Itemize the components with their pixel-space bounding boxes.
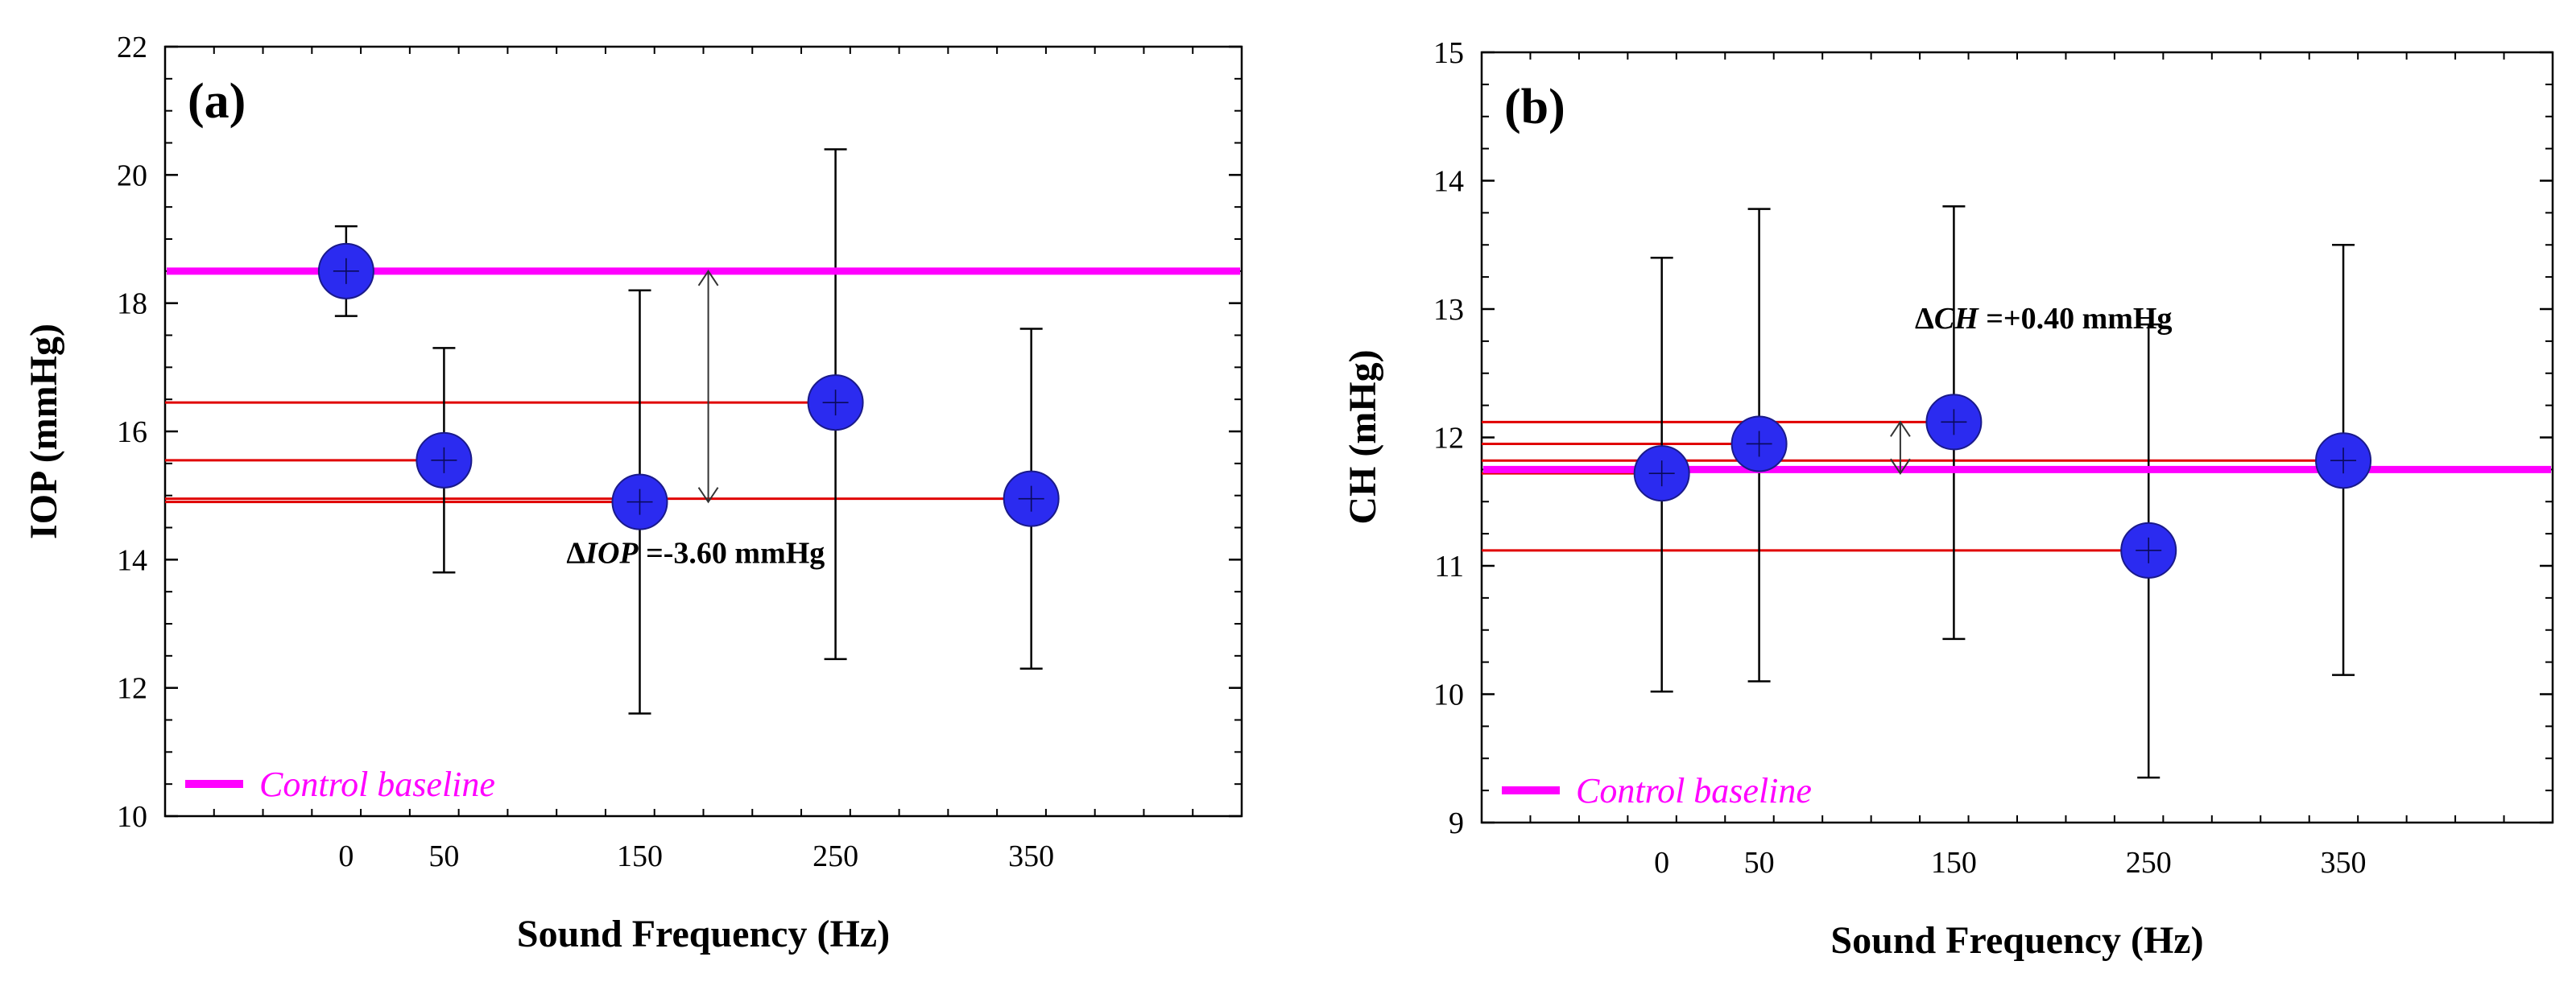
delta-annotation: ΔIOP =-3.60 mmHg	[566, 536, 825, 570]
delta-value: =+0.40 mmHg	[1979, 302, 2173, 336]
legend-label: Control baseline	[259, 765, 495, 804]
x-tick-label: 250	[2126, 846, 2172, 880]
y-tick-label: 14	[117, 543, 147, 577]
y-tick-label: 22	[117, 31, 147, 64]
panel-label: (b)	[1504, 80, 1565, 134]
x-tick-label: 0	[1654, 846, 1669, 880]
y-tick-label: 15	[1433, 36, 1464, 70]
x-tick-label: 350	[2321, 846, 2367, 880]
delta-variable: CH	[1934, 302, 1979, 336]
y-tick-label: 12	[1433, 422, 1464, 456]
legend-label: Control baseline	[1576, 771, 1812, 810]
delta-arrow-head-up	[1890, 420, 1911, 437]
delta-symbol: Δ	[1915, 302, 1934, 336]
y-tick-label: 11	[1434, 550, 1464, 584]
x-tick-label: 250	[812, 839, 858, 873]
y-tick-label: 10	[1433, 678, 1464, 712]
plot-frame	[163, 45, 1243, 818]
x-tick-label: 50	[1744, 846, 1775, 880]
y-tick-label: 18	[117, 287, 147, 321]
delta-variable: IOP	[585, 536, 639, 570]
delta-arrow-head-up	[697, 270, 719, 287]
x-axis-title: Sound Frequency (Hz)	[517, 913, 890, 955]
y-tick-label: 12	[117, 672, 147, 706]
chart-panel-a: 10 12 14 16 18 20 22 0 50 150 250 350 Sound Frequenc…	[23, 31, 1243, 955]
delta-annotation: ΔCH =+0.40 mmHg	[1915, 302, 2172, 336]
panel-label: (a)	[188, 74, 246, 129]
y-tick-label: 14	[1433, 165, 1464, 199]
y-tick-label: 9	[1449, 806, 1464, 840]
y-axis-title: CH (mHg)	[1342, 349, 1384, 524]
delta-symbol: Δ	[566, 536, 585, 570]
y-tick-label: 10	[117, 800, 147, 834]
x-tick-label: 0	[338, 839, 354, 873]
x-tick-label: 350	[1008, 839, 1054, 873]
y-axis-title: IOP (mmHg)	[23, 324, 65, 539]
x-tick-label: 150	[1931, 846, 1977, 880]
y-tick-label: 13	[1433, 293, 1464, 327]
delta-arrow-head-down	[697, 487, 719, 504]
x-axis-title: Sound Frequency (Hz)	[1830, 919, 2203, 962]
plot-frame	[1480, 51, 2554, 824]
y-tick-label: 16	[117, 415, 147, 449]
x-tick-label: 150	[617, 839, 663, 873]
x-tick-label: 50	[428, 839, 459, 873]
delta-arrow-head-down	[1890, 458, 1911, 475]
delta-value: =-3.60 mmHg	[639, 536, 825, 570]
y-tick-label: 20	[117, 159, 147, 192]
